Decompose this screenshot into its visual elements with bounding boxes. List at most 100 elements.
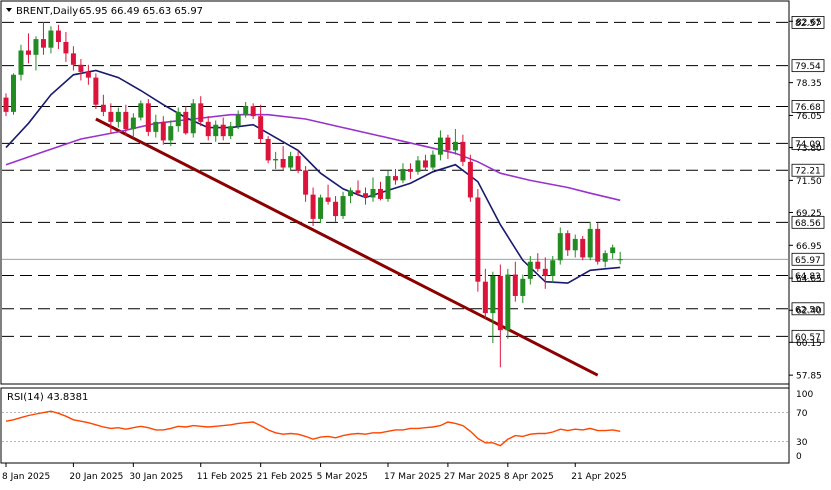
candle-body bbox=[25, 50, 31, 55]
candle-body bbox=[310, 194, 316, 219]
candle-body bbox=[303, 170, 309, 195]
candle bbox=[392, 168, 398, 185]
candle bbox=[452, 129, 458, 155]
level-label-box bbox=[791, 163, 825, 177]
horizontal-levels bbox=[2, 21, 788, 337]
y-tick-label: 82.65 bbox=[796, 18, 822, 28]
candle-body bbox=[85, 71, 91, 78]
candle-body bbox=[48, 30, 54, 48]
candle-body bbox=[378, 188, 383, 199]
current-price-label: 65.97 bbox=[795, 256, 821, 266]
candle bbox=[168, 120, 174, 147]
y-tick-label: 64.65 bbox=[796, 275, 822, 285]
candle-body bbox=[250, 106, 256, 117]
y-tick-label: 78.35 bbox=[796, 79, 822, 89]
candle bbox=[175, 107, 181, 132]
candle bbox=[235, 110, 241, 129]
level-label: 68.56 bbox=[795, 219, 821, 229]
candle bbox=[430, 150, 436, 171]
candle-body bbox=[115, 111, 121, 122]
candle bbox=[70, 46, 76, 71]
candle bbox=[40, 21, 46, 55]
level-label-box bbox=[791, 215, 825, 229]
candle bbox=[512, 261, 518, 302]
candle-body bbox=[145, 103, 151, 132]
candle-body bbox=[340, 196, 346, 217]
candle bbox=[160, 116, 166, 145]
candle-body bbox=[18, 50, 24, 75]
candle-body bbox=[482, 281, 488, 314]
y-tick-label: 60.15 bbox=[796, 339, 822, 349]
candle-body bbox=[550, 260, 556, 276]
level-label-box bbox=[791, 302, 825, 316]
candle-body bbox=[422, 160, 428, 168]
x-tick-label: 21 Apr 2025 bbox=[571, 472, 627, 482]
candle bbox=[595, 223, 601, 265]
level-label-box bbox=[791, 16, 825, 29]
candle bbox=[407, 163, 413, 179]
candle bbox=[325, 184, 331, 205]
y-tick-label: 66.95 bbox=[796, 242, 822, 252]
x-tick-label: 17 Mar 2025 bbox=[384, 472, 441, 482]
level-label: 72.21 bbox=[795, 167, 821, 177]
chart-header: BRENT,Daily 65.95 66.49 65.63 65.97 bbox=[6, 6, 203, 17]
candle-body bbox=[572, 238, 578, 251]
candle bbox=[3, 93, 9, 117]
candle bbox=[422, 154, 428, 171]
candle-body bbox=[288, 156, 294, 168]
candle-body bbox=[392, 176, 398, 181]
candle-body bbox=[33, 39, 39, 55]
rsi-line bbox=[5, 410, 621, 447]
x-tick-label: 21 Feb 2025 bbox=[257, 472, 313, 482]
candle-body bbox=[3, 97, 9, 112]
candle bbox=[467, 154, 473, 202]
candle bbox=[497, 264, 503, 368]
candle-body bbox=[243, 106, 249, 115]
candle-body bbox=[355, 190, 361, 194]
candle bbox=[587, 221, 593, 261]
candle-body bbox=[273, 158, 279, 161]
candle-body bbox=[160, 121, 166, 141]
candle-body bbox=[430, 154, 436, 168]
candle bbox=[437, 130, 443, 161]
price-axis: 82.57 79.54 76.68 74.09 72.21 68.56 64.83 62.50… bbox=[789, 16, 825, 382]
candle-body bbox=[565, 233, 571, 251]
candle-body bbox=[213, 124, 219, 137]
candle-body bbox=[490, 275, 496, 314]
candle bbox=[213, 120, 219, 142]
candle-body bbox=[93, 77, 99, 105]
y-tick-label: 69.25 bbox=[796, 209, 822, 219]
y-tick-label: 62.40 bbox=[796, 307, 822, 317]
candle bbox=[10, 73, 16, 115]
candle-body bbox=[467, 161, 473, 198]
candle-body bbox=[265, 138, 271, 161]
candle-body bbox=[190, 103, 196, 134]
candle bbox=[138, 100, 144, 121]
slow-moving-average-line bbox=[5, 113, 621, 202]
candle bbox=[378, 181, 383, 201]
candle-body bbox=[535, 261, 541, 269]
dropdown-icon[interactable] bbox=[6, 8, 12, 12]
candle bbox=[535, 253, 541, 272]
rsi-tick-label: 100 bbox=[796, 390, 813, 400]
trendline-layer bbox=[95, 117, 599, 377]
candle-body bbox=[63, 41, 69, 54]
ohlc-label: 65.95 66.49 65.63 65.97 bbox=[79, 6, 203, 17]
candle-body bbox=[10, 74, 16, 112]
candle bbox=[85, 64, 91, 85]
candle-body bbox=[130, 117, 136, 129]
candle bbox=[33, 36, 39, 71]
symbol-label: BRENT,Daily bbox=[16, 6, 78, 17]
candle bbox=[445, 134, 451, 159]
candle-body bbox=[475, 197, 481, 282]
candle-body bbox=[78, 64, 84, 72]
candle bbox=[460, 134, 466, 167]
candle bbox=[55, 24, 61, 50]
candle bbox=[115, 107, 121, 128]
candle-body bbox=[595, 228, 601, 262]
candle-body bbox=[40, 39, 46, 48]
y-tick-label: 73.80 bbox=[796, 144, 822, 154]
level-label: 62.50 bbox=[795, 305, 821, 315]
candle-body bbox=[505, 274, 511, 331]
